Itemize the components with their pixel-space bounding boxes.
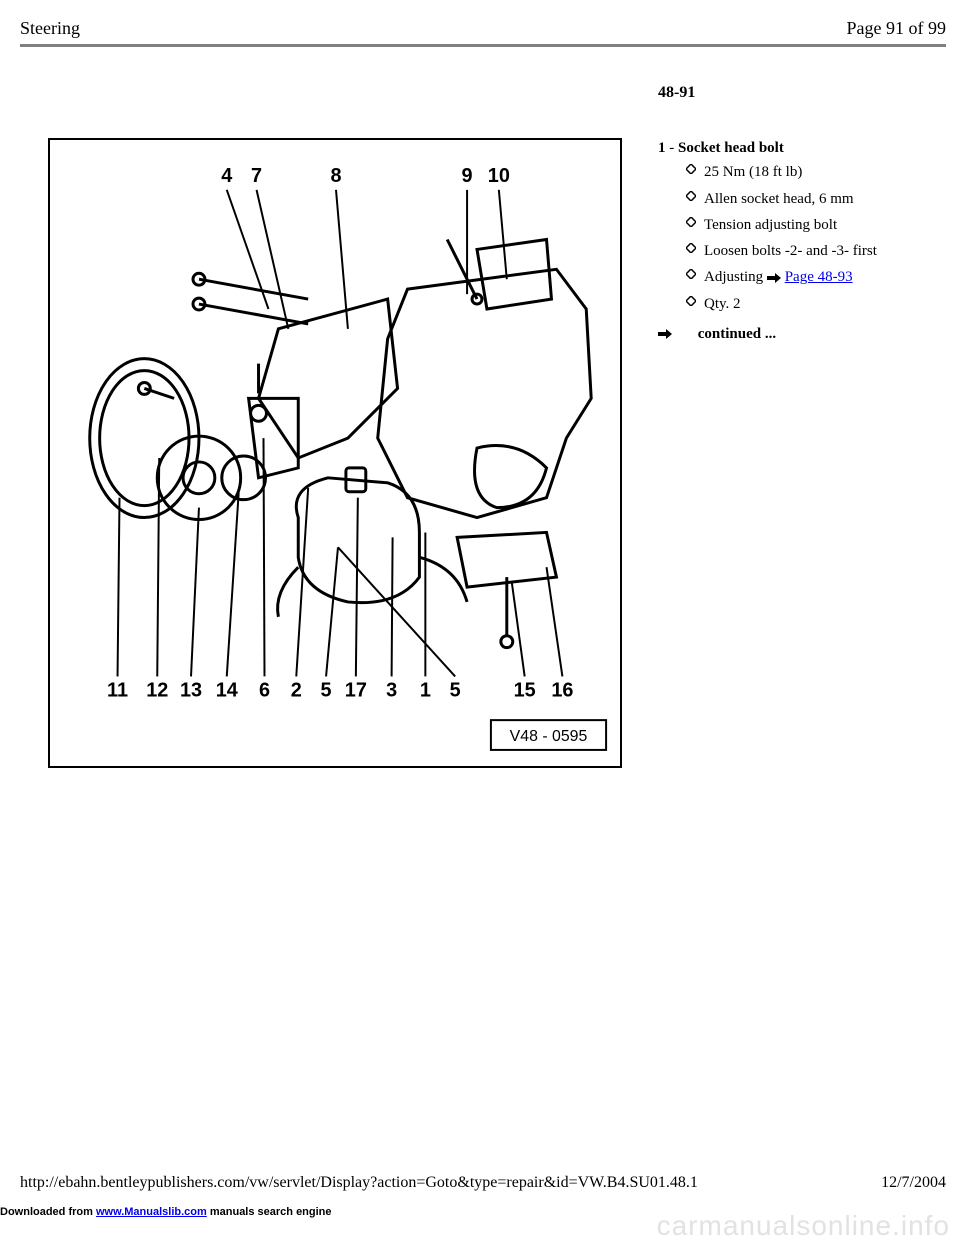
watermark-text: carmanualsonline.info — [657, 1210, 950, 1242]
svg-text:15: 15 — [514, 679, 536, 701]
right-column: 1 - Socket head bolt 25 Nm (18 ft lb) All… — [658, 138, 936, 352]
item-label: Socket head bolt — [678, 140, 784, 156]
svg-text:9: 9 — [462, 165, 473, 187]
download-bar: Downloaded from www.Manualslib.com manua… — [0, 1206, 332, 1218]
sub-text: Allen socket head, 6 mm — [704, 191, 854, 207]
header-bar: Steering Page 91 of 99 — [20, 18, 946, 44]
download-suffix: manuals search engine — [207, 1206, 332, 1218]
download-link[interactable]: www.Manualslib.com — [96, 1206, 207, 1218]
sub-item: Qty. 2 — [686, 294, 936, 314]
diagram-svg: 47 8 9 10 — [50, 140, 620, 766]
sub-item: Loosen bolts -2- and -3- first — [686, 241, 936, 261]
svg-text:4: 4 — [221, 165, 232, 187]
svg-text:16: 16 — [551, 679, 573, 701]
svg-text:5: 5 — [450, 679, 461, 701]
svg-text:7: 7 — [251, 165, 262, 187]
page-label: 48-91 — [658, 84, 695, 102]
svg-text:8: 8 — [330, 165, 341, 187]
download-prefix: Downloaded from — [0, 1206, 96, 1218]
page-root: Steering Page 91 of 99 48-91 47 8 9 10 — [0, 0, 960, 1242]
svg-text:11: 11 — [107, 679, 128, 701]
footer-url: http://ebahn.bentleypublishers.com/vw/se… — [20, 1174, 698, 1192]
page-link[interactable]: Page 48-93 — [785, 269, 853, 285]
header-right: Page 91 of 99 — [847, 18, 946, 39]
sub-item: Allen socket head, 6 mm — [686, 189, 936, 209]
arrow-right-icon — [767, 273, 781, 283]
svg-text:6: 6 — [259, 679, 270, 701]
svg-text:5: 5 — [321, 679, 332, 701]
continued-block: continued ... — [658, 324, 936, 344]
svg-text:10: 10 — [488, 165, 510, 187]
footer-date: 12/7/2004 — [881, 1174, 946, 1192]
header-left: Steering — [20, 18, 80, 39]
arrow-right-icon — [658, 329, 672, 339]
diagram-figure: 47 8 9 10 — [48, 138, 622, 768]
sub-text: Loosen bolts -2- and -3- first — [704, 243, 877, 259]
svg-text:17: 17 — [345, 679, 367, 701]
svg-text:13: 13 — [180, 679, 202, 701]
item-dash: - — [666, 140, 679, 156]
svg-text:1: 1 — [420, 679, 431, 701]
item-block: 1 - Socket head bolt 25 Nm (18 ft lb) All… — [658, 138, 936, 314]
continued-label: continued ... — [698, 326, 776, 342]
item-sublist: 25 Nm (18 ft lb) Allen socket head, 6 mm T… — [686, 162, 936, 314]
svg-text:V48 - 0595: V48 - 0595 — [510, 728, 588, 745]
sub-text: 25 Nm (18 ft lb) — [704, 164, 802, 180]
header-divider — [20, 44, 946, 47]
main-content: 48-91 47 8 9 10 — [20, 60, 946, 1152]
svg-text:3: 3 — [386, 679, 397, 701]
svg-text:14: 14 — [216, 679, 238, 701]
svg-text:2: 2 — [291, 679, 302, 701]
sub-item: 25 Nm (18 ft lb) — [686, 162, 936, 182]
sub-text: Tension adjusting bolt — [704, 217, 837, 233]
sub-item: Tension adjusting bolt — [686, 215, 936, 235]
svg-text:12: 12 — [146, 679, 168, 701]
item-number: 1 — [658, 140, 666, 156]
sub-text: Qty. 2 — [704, 296, 741, 312]
sub-item: Adjusting Page 48-93 — [686, 267, 936, 287]
sub-text: Adjusting — [704, 269, 767, 285]
